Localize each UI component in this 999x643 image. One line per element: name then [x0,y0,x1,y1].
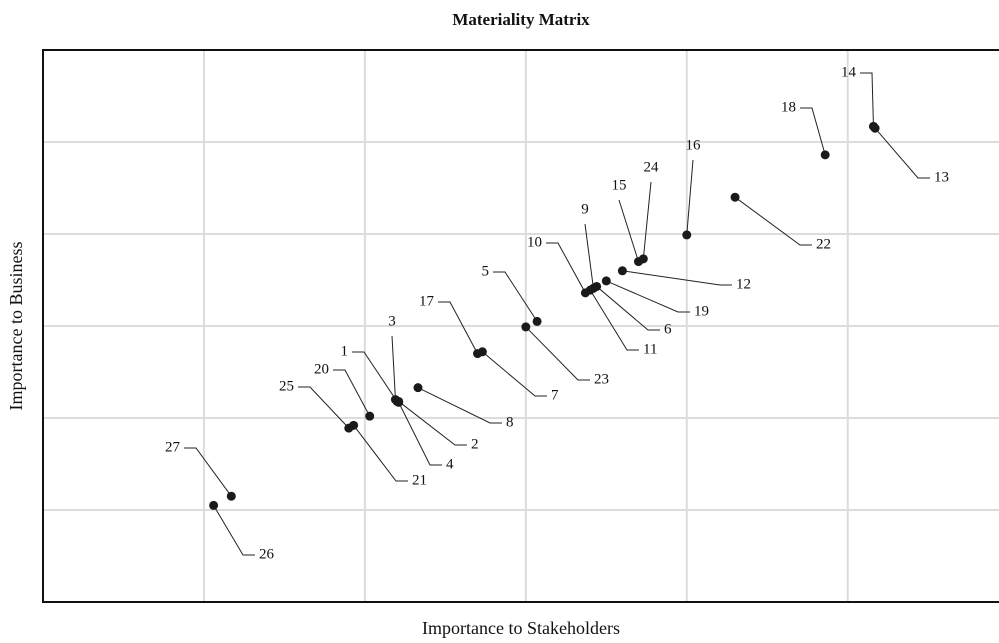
point-label: 1 [341,343,349,359]
leader-line [589,289,639,351]
leader-line [391,335,396,400]
point [344,423,354,433]
leader-line [353,425,408,482]
point [682,230,692,240]
leader-line [584,223,594,289]
leader-line [800,107,826,156]
point-label: 7 [551,387,559,403]
point-label: 23 [594,371,609,387]
leader-line [874,127,930,179]
leader-line [606,280,690,313]
point [601,276,611,286]
point-label: 13 [934,169,949,185]
point-label: 15 [612,177,627,193]
plot-frame [42,49,999,603]
point [638,254,648,264]
point [730,192,740,202]
leader-line [546,242,586,294]
leader-line [642,181,652,259]
point-label: 4 [446,456,454,472]
point [868,121,878,131]
chart-title: Materiality Matrix [452,10,590,29]
leader-line [493,271,538,322]
leader-line [417,387,502,424]
point-label: 8 [506,414,514,430]
point-label: 20 [314,361,329,377]
point-label: 6 [664,321,672,337]
point-label: 18 [781,99,796,115]
point-label: 22 [816,236,831,252]
point-label: 3 [388,313,396,329]
leader-line [352,351,398,402]
leader-line [398,402,442,466]
point [473,349,483,359]
point-label: 12 [736,276,751,292]
point-label: 24 [644,159,660,175]
point [413,383,423,393]
point-label: 27 [165,439,181,455]
point-label: 16 [686,137,702,153]
point [532,316,542,326]
point-label: 9 [581,201,589,217]
leader-line [860,72,874,127]
point [209,500,219,510]
leader-line [596,286,660,331]
leader-line [618,199,639,262]
leader-line [213,505,255,556]
leader-line [298,386,350,429]
leader-line [438,301,478,354]
leader-line [622,270,732,286]
point-label: 26 [259,546,275,562]
point-label: 14 [841,64,857,80]
point-label: 10 [527,234,542,250]
point [820,150,830,160]
x-axis-label: Importance to Stakeholders [422,618,620,638]
point [394,397,404,407]
leader-line [734,196,812,246]
y-axis-label: Importance to Business [6,242,26,411]
point [226,491,236,501]
leader-line [525,326,590,381]
point [585,285,595,295]
leader-line [398,401,467,446]
point-label: 25 [279,378,294,394]
leader-line [184,447,232,497]
point-label: 21 [412,472,427,488]
leader-line [482,351,547,397]
point [617,266,627,276]
point [365,411,375,421]
point-label: 11 [643,341,657,357]
point-label: 19 [694,303,709,319]
leader-line [333,369,371,417]
point-label: 5 [482,263,490,279]
leader-line [686,159,694,235]
point-label: 2 [471,436,479,452]
point [521,322,531,332]
point-label: 17 [419,293,435,309]
